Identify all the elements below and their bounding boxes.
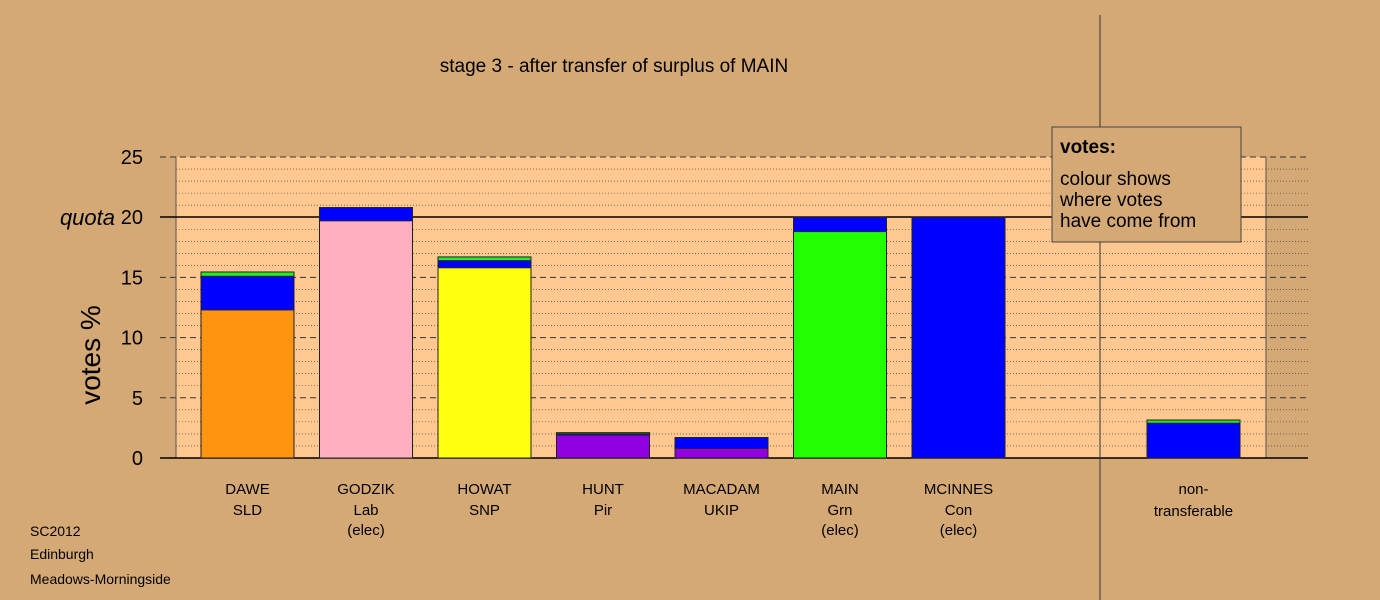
y-tick-label: 10 [121, 328, 143, 350]
candidate-name: HUNT [582, 481, 624, 498]
y-tick-label: 5 [132, 388, 143, 410]
chart-title: stage 3 - after transfer of surplus of M… [440, 56, 788, 77]
y-axis-label: votes % [75, 305, 106, 405]
x-axis-labels: DAWE SLD GODZIK Lab (elec) HOWAT SNP HUNT Pir MAC… [225, 481, 1233, 539]
footer-council: Edinburgh [30, 546, 94, 562]
nontransferable-label: transferable [1154, 503, 1233, 520]
bar-outline [1146, 419, 1241, 459]
legend-line: colour shows [1060, 169, 1171, 190]
bar-segment [200, 271, 295, 277]
legend-title: votes: [1060, 137, 1116, 158]
bar-segment [793, 216, 887, 233]
candidate-bar [793, 216, 887, 459]
candidate-party: Pir [594, 502, 612, 519]
candidate-party: SNP [469, 502, 500, 519]
candidate-party: SLD [233, 502, 262, 519]
bar-segment [437, 267, 532, 459]
candidate-party: Con [945, 502, 973, 519]
y-tick-label: 20 [121, 207, 143, 229]
candidate-bar [437, 256, 532, 459]
y-tick-label: 25 [121, 147, 143, 169]
candidate-bar [200, 271, 295, 459]
candidate-name: GODZIK [337, 481, 395, 498]
candidate-bar [319, 207, 413, 459]
candidate-status: (elec) [347, 522, 385, 539]
bar-outline [911, 216, 1006, 459]
bar-outline [556, 432, 650, 459]
bar-segment [200, 275, 295, 311]
legend-line: have come from [1060, 211, 1196, 232]
bar-segment [793, 231, 887, 459]
bar-segment [437, 256, 532, 261]
candidate-party: Grn [827, 502, 852, 519]
bar-segment [674, 447, 769, 459]
candidate-party: UKIP [704, 502, 739, 519]
candidate-name: MAIN [821, 481, 859, 498]
bar-outline [319, 207, 413, 459]
candidate-status: (elec) [821, 522, 859, 539]
bar-outline [437, 256, 532, 459]
candidate-name: HOWAT [457, 481, 511, 498]
bar-outline [674, 437, 769, 459]
bar-segment [200, 309, 295, 459]
y-tick-label: 15 [121, 267, 143, 289]
bar-segment [437, 260, 532, 269]
candidate-status: (elec) [940, 522, 978, 539]
bar-outline [793, 216, 887, 459]
candidate-bar [911, 216, 1006, 459]
legend-box: votes: colour shows where votes have com… [1051, 126, 1242, 243]
bar-segment [911, 216, 1006, 459]
candidate-name: DAWE [225, 481, 269, 498]
y-tick-label: 0 [132, 448, 143, 470]
candidate-party: Lab [353, 502, 378, 519]
bar-segment [556, 434, 650, 459]
bar-segment [674, 437, 769, 449]
bars [200, 207, 1241, 459]
footer-election: SC2012 [30, 523, 81, 539]
legend-line: where votes [1059, 190, 1162, 211]
candidate-name: MCINNES [924, 481, 993, 498]
candidate-name: MACADAM [683, 481, 760, 498]
nontransferable-label: non- [1178, 481, 1208, 498]
y-axis-ticks: 0 5 10 15 20 25 [121, 147, 143, 470]
bar-outline [200, 271, 295, 459]
bar-segment [319, 207, 413, 222]
quota-label: quota [60, 205, 115, 230]
candidate-bar [674, 437, 769, 459]
bar-segment [319, 220, 413, 459]
nontransferable-bar [1146, 419, 1241, 459]
candidate-bar [556, 432, 650, 459]
bar-segment [1146, 422, 1241, 459]
footer-ward: Meadows-Morningside [30, 571, 171, 587]
